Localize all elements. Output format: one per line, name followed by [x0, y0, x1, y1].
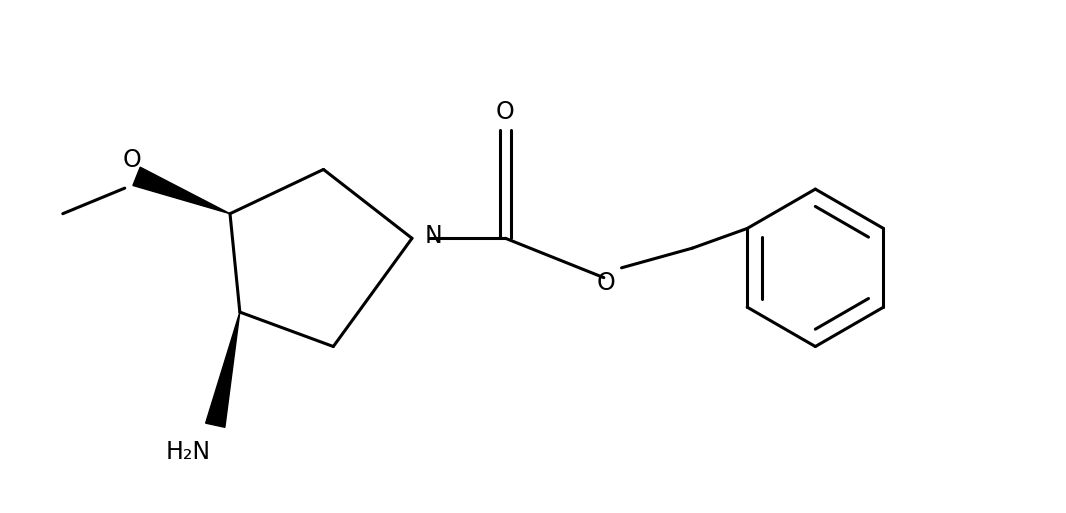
Text: O: O: [596, 270, 615, 294]
Polygon shape: [206, 312, 240, 427]
Text: H₂N: H₂N: [165, 440, 210, 464]
Text: N: N: [424, 224, 442, 248]
Polygon shape: [133, 167, 230, 214]
Text: O: O: [496, 101, 515, 124]
Text: O: O: [123, 148, 141, 172]
